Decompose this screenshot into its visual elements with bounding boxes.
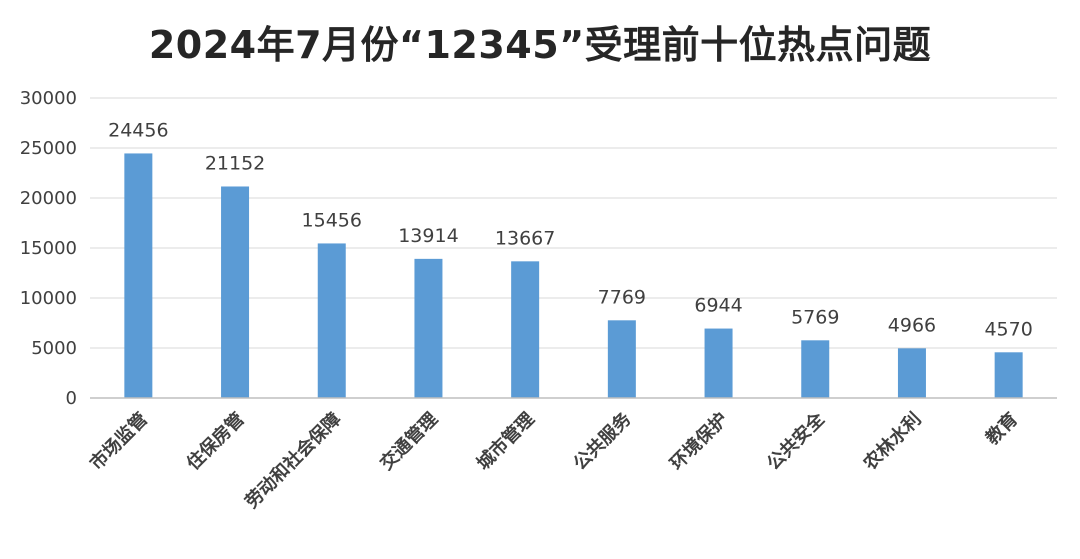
- bar: [221, 186, 250, 398]
- data-label: 4966: [888, 314, 936, 336]
- data-label: 15456: [302, 209, 362, 231]
- y-tick-label: 5000: [31, 338, 77, 359]
- data-labels: 24456 21152 15456 13914 13667 7769 6944 5769 496…: [108, 119, 1033, 340]
- x-tick-label: 公共安全: [762, 407, 829, 474]
- x-tick-label: 公共服务: [569, 407, 636, 474]
- gridlines: [90, 97, 1057, 349]
- bar: [317, 243, 346, 398]
- y-tick-label: 10000: [20, 288, 77, 309]
- x-tick-label: 住保房管: [182, 408, 248, 474]
- y-tick-label: 0: [66, 388, 77, 409]
- x-tick-label: 劳动和社会保障: [241, 408, 346, 513]
- bar: [124, 153, 153, 398]
- bar: [414, 258, 443, 398]
- x-tick-label: 城市管理: [472, 408, 538, 474]
- bar: [994, 352, 1023, 398]
- y-tick-label: 20000: [20, 188, 77, 209]
- bar: [801, 340, 830, 398]
- x-tick-label: 教育: [981, 408, 1022, 449]
- x-tick-label: 市场监管: [85, 408, 151, 474]
- chart-title: 2024年7月份“12345”受理前十位热点问题: [148, 23, 932, 67]
- x-tick-label: 环境保护: [666, 408, 732, 474]
- bar: [704, 328, 733, 398]
- bar: [511, 261, 540, 398]
- data-label: 7769: [598, 286, 646, 308]
- data-label: 13914: [398, 225, 458, 247]
- x-tick-label: 农林水利: [858, 408, 925, 475]
- y-tick-label: 15000: [20, 238, 77, 259]
- y-tick-label: 30000: [20, 88, 77, 109]
- bar: [607, 320, 636, 398]
- x-tick-label: 交通管理: [376, 408, 442, 474]
- data-label: 13667: [495, 227, 555, 249]
- y-axis-ticks: 0 5000 10000 15000 20000 25000 30000: [20, 88, 77, 409]
- data-label: 21152: [205, 152, 265, 174]
- data-label: 5769: [791, 306, 839, 328]
- data-label: 4570: [984, 318, 1032, 340]
- data-label: 24456: [108, 119, 168, 141]
- bar: [897, 348, 926, 398]
- y-tick-label: 25000: [20, 138, 77, 159]
- data-label: 6944: [694, 295, 742, 317]
- bars: [124, 153, 1023, 398]
